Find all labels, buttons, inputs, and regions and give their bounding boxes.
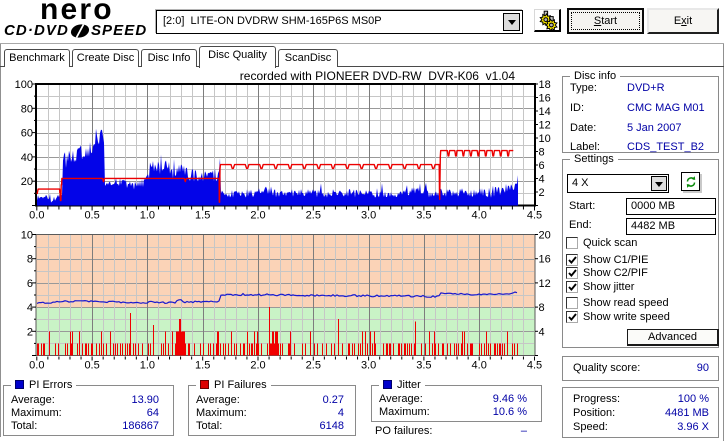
svg-text:2: 2 <box>539 187 545 199</box>
svg-text:12: 12 <box>539 120 551 132</box>
svg-text:2: 2 <box>27 326 33 338</box>
svg-text:2.0: 2.0 <box>250 210 265 222</box>
svg-text:10: 10 <box>539 133 551 145</box>
svg-text:2.0: 2.0 <box>250 360 265 372</box>
svg-text:40: 40 <box>21 152 33 164</box>
svg-text:3.0: 3.0 <box>361 360 376 372</box>
svg-text:80: 80 <box>21 103 33 115</box>
svg-text:4: 4 <box>539 174 545 186</box>
svg-text:8: 8 <box>539 147 545 159</box>
svg-text:14: 14 <box>539 106 551 118</box>
svg-text:4.0: 4.0 <box>472 360 487 372</box>
svg-text:3.0: 3.0 <box>361 210 376 222</box>
svg-text:8: 8 <box>539 302 545 314</box>
svg-text:0.5: 0.5 <box>84 360 99 372</box>
svg-text:16: 16 <box>539 254 551 266</box>
svg-text:1.5: 1.5 <box>195 210 210 222</box>
svg-text:8: 8 <box>27 254 33 266</box>
svg-text:3.5: 3.5 <box>416 210 431 222</box>
svg-text:2.5: 2.5 <box>306 210 321 222</box>
svg-text:3.5: 3.5 <box>416 360 431 372</box>
svg-text:6: 6 <box>539 160 545 172</box>
svg-text:0.0: 0.0 <box>29 210 44 222</box>
svg-text:recorded with PIONEER DVD-RW: recorded with PIONEER DVD-RW DVR-K06 v1.… <box>240 69 516 83</box>
svg-text:4.5: 4.5 <box>527 360 542 372</box>
svg-text:20: 20 <box>539 230 551 242</box>
svg-text:1.0: 1.0 <box>140 210 155 222</box>
svg-text:4.5: 4.5 <box>527 210 542 222</box>
svg-text:6: 6 <box>27 278 33 290</box>
svg-text:0.5: 0.5 <box>84 210 99 222</box>
svg-text:4: 4 <box>27 302 33 314</box>
svg-text:18: 18 <box>539 79 551 91</box>
svg-text:16: 16 <box>539 93 551 105</box>
svg-text:2.5: 2.5 <box>306 360 321 372</box>
svg-text:0.0: 0.0 <box>29 360 44 372</box>
svg-text:1.5: 1.5 <box>195 360 210 372</box>
svg-text:4.0: 4.0 <box>472 210 487 222</box>
svg-text:12: 12 <box>539 278 551 290</box>
svg-text:60: 60 <box>21 128 33 140</box>
svg-text:20: 20 <box>21 176 33 188</box>
svg-text:10: 10 <box>21 230 33 242</box>
svg-text:4: 4 <box>539 326 545 338</box>
svg-text:1.0: 1.0 <box>140 360 155 372</box>
svg-text:100: 100 <box>15 79 33 91</box>
